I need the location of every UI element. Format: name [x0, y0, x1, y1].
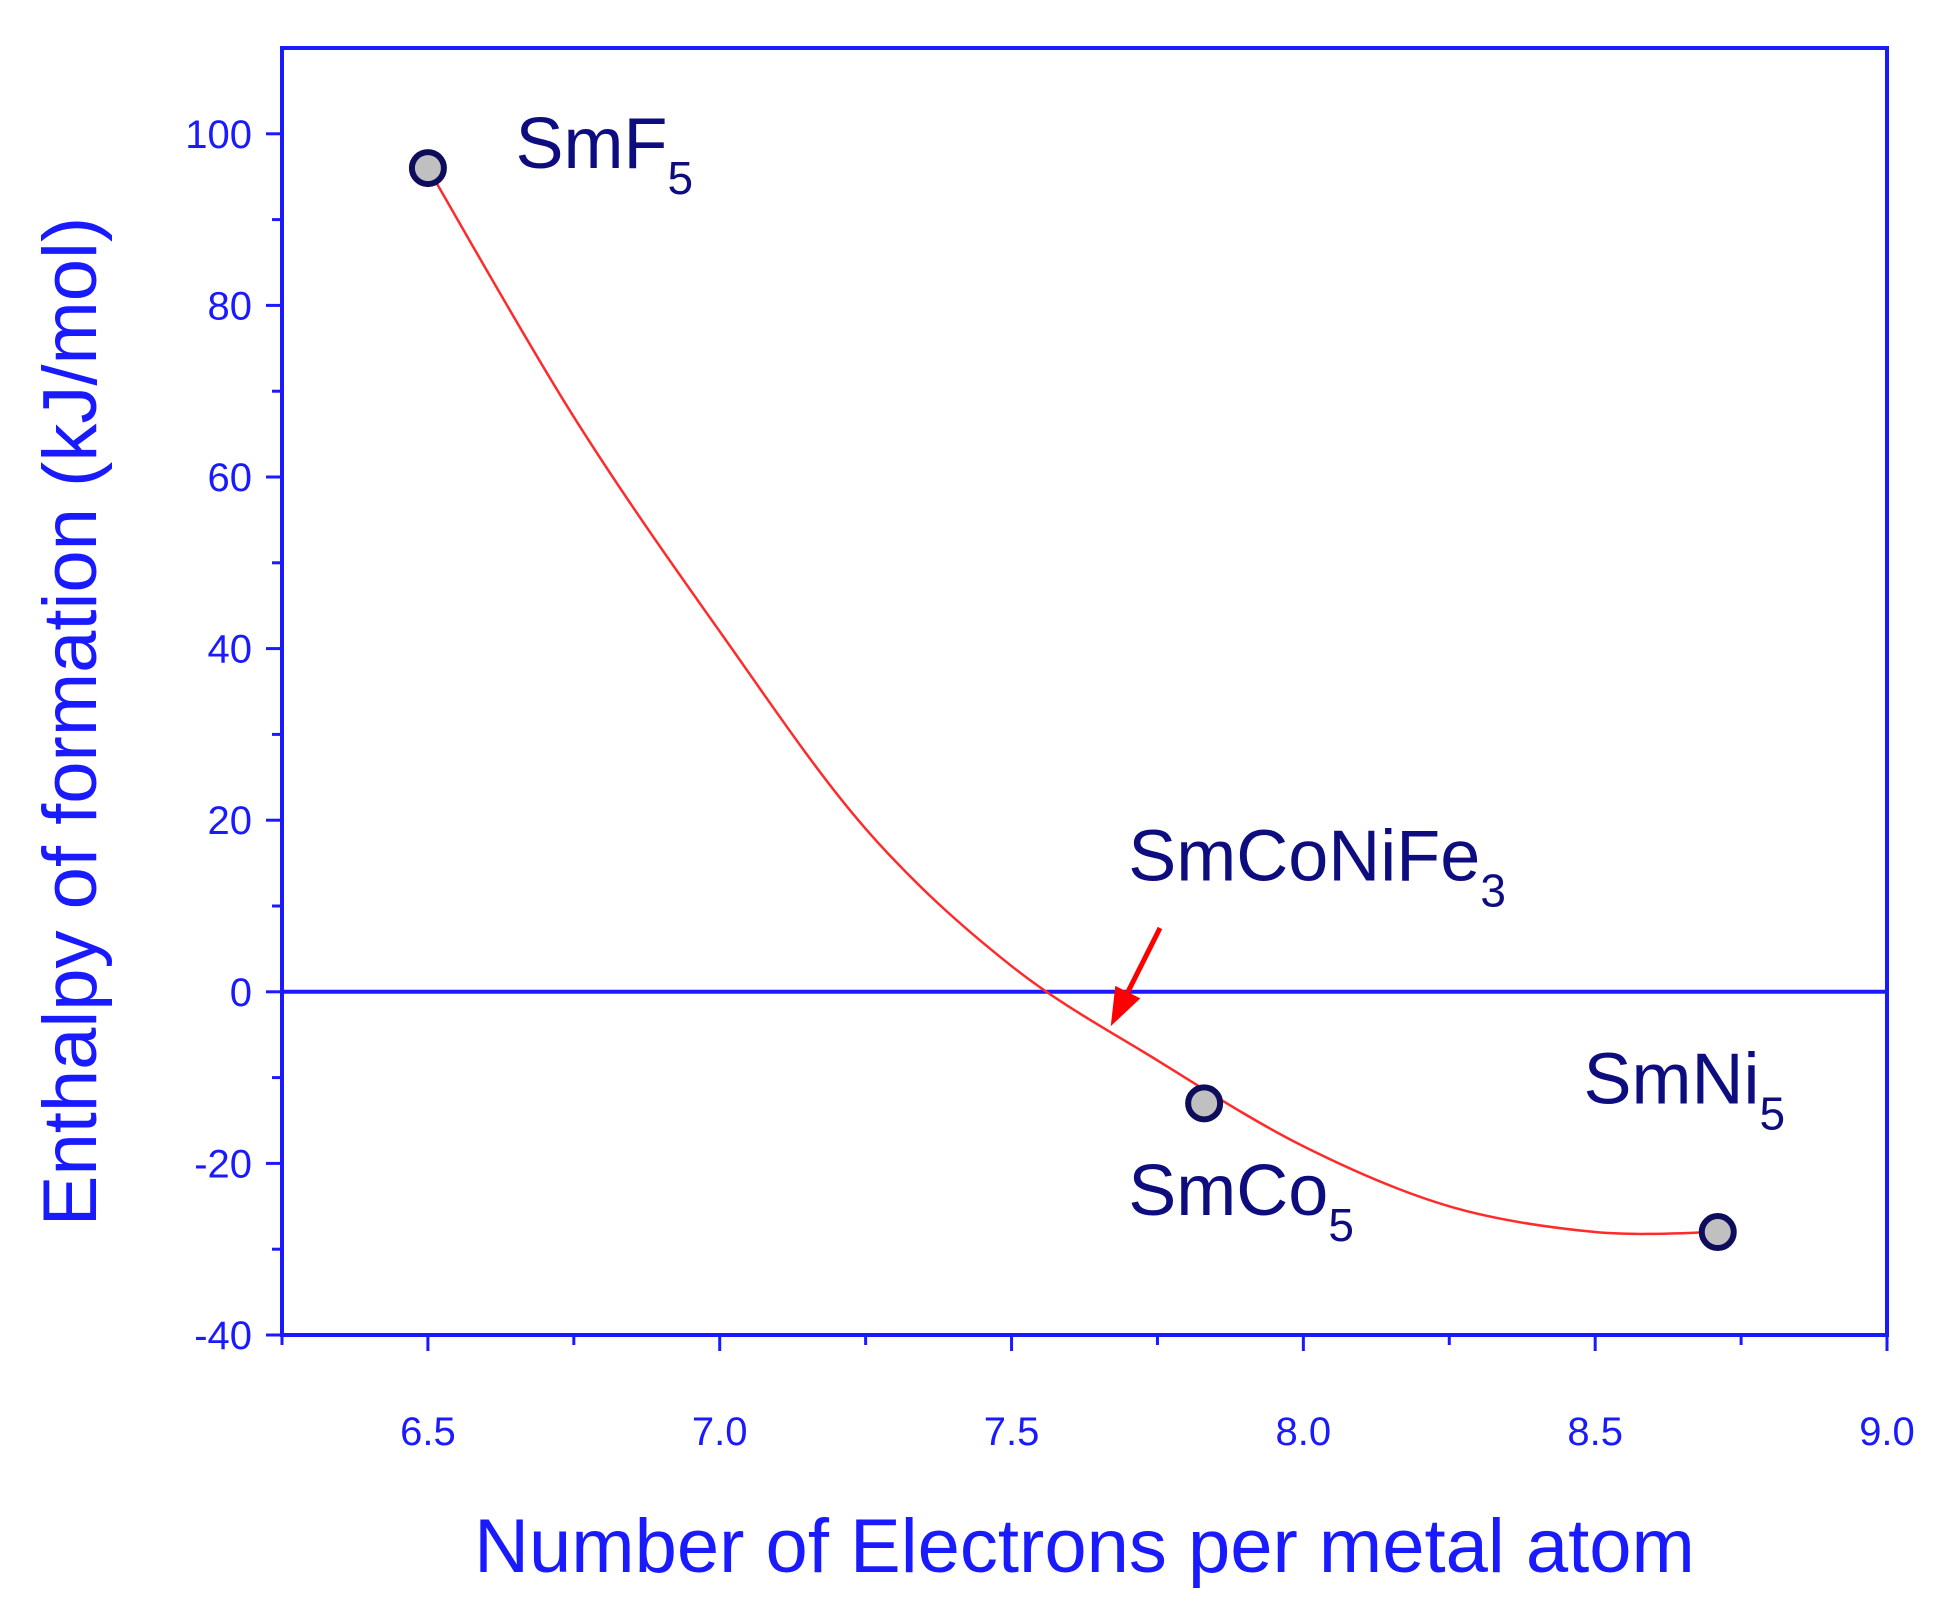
x-tick-label: 9.0: [1859, 1410, 1915, 1454]
y-tick-label: 80: [208, 284, 253, 328]
x-tick-label: 7.5: [984, 1410, 1040, 1454]
y-tick-label: -20: [194, 1142, 252, 1186]
x-tick-label: 7.0: [692, 1410, 748, 1454]
data-point: [408, 149, 447, 188]
fit-curve-line: [426, 167, 1718, 1236]
compound-label: SmF5: [515, 104, 693, 204]
plot-frame: [280, 46, 1889, 1337]
x-tick-label: 6.5: [400, 1410, 456, 1454]
y-tick-label: 0: [230, 971, 252, 1015]
data-points: [408, 149, 1737, 1252]
x-axis-title: Number of Electrons per metal atom: [474, 1504, 1695, 1589]
y-axis-title: Enthalpy of formation (kJ/mol): [28, 217, 113, 1227]
x-tick-label: 8.0: [1276, 1410, 1332, 1454]
annotation-arrow-shaft: [1125, 926, 1163, 994]
x-tick-labels: 6.5 7.0 7.5 8.0 8.5 9.0: [400, 1410, 1915, 1454]
compound-label: SmNi5: [1584, 1039, 1786, 1139]
data-point: [1698, 1213, 1737, 1252]
y-tick-label: -40: [194, 1314, 252, 1358]
y-tick-label: 40: [208, 628, 253, 672]
annotations: SmF5 SmCo5 SmNi5 SmCoNiFe3: [515, 104, 1785, 1251]
y-tick-labels: -40 -20 0 20 40 60 80 100: [185, 113, 252, 1358]
x-tick-label: 8.5: [1567, 1410, 1623, 1454]
compound-label: SmCoNiFe3: [1128, 816, 1506, 916]
y-tick-label: 100: [185, 113, 252, 157]
plot-frame-rect: [280, 46, 1889, 1337]
y-tick-label: 60: [208, 456, 253, 500]
data-point: [1185, 1084, 1224, 1123]
y-tick-label: 20: [208, 799, 253, 843]
annotation-arrow-head: [1110, 985, 1141, 1027]
axis-ticks: [266, 132, 1889, 1351]
compound-label: SmCo5: [1128, 1151, 1354, 1251]
fit-curve-group: [426, 167, 1718, 1236]
